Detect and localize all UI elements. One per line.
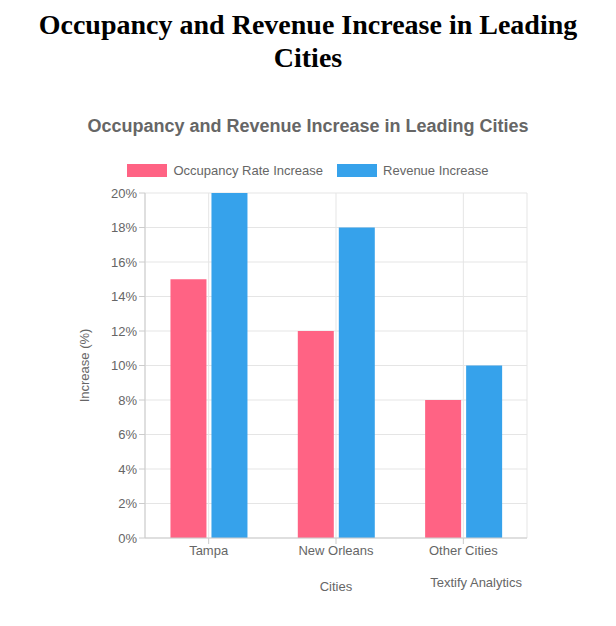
svg-text:New Orleans: New Orleans bbox=[298, 543, 374, 558]
svg-text:Cities: Cities bbox=[320, 579, 353, 594]
html-text:Revenue Increase: Revenue Increase bbox=[383, 162, 489, 178]
html-text:Occupancy Rate Increase: Occupancy Rate Increase bbox=[173, 162, 323, 178]
svg-text:20%: 20% bbox=[111, 186, 137, 201]
svg-text:Tampa: Tampa bbox=[189, 543, 229, 558]
svg-text:4%: 4% bbox=[118, 462, 137, 477]
svg-text:18%: 18% bbox=[111, 220, 137, 235]
svg-text:0%: 0% bbox=[118, 531, 137, 546]
html-text:Occupancy and Revenue Increase: Occupancy and Revenue Increase in Leadin… bbox=[87, 116, 529, 136]
svg-text:Increase (%): Increase (%) bbox=[77, 329, 92, 403]
svg-text:12%: 12% bbox=[111, 324, 137, 339]
svg-text:6%: 6% bbox=[118, 427, 137, 442]
svg-text:Other Cities: Other Cities bbox=[429, 543, 498, 558]
svg-text:10%: 10% bbox=[111, 358, 137, 373]
svg-text:14%: 14% bbox=[111, 289, 137, 304]
svg-text:2%: 2% bbox=[118, 496, 137, 511]
html-text:Occupancy and Revenue Increase: Occupancy and Revenue Increase in Leadin… bbox=[38, 9, 578, 73]
svg-text:16%: 16% bbox=[111, 255, 137, 270]
svg-text:8%: 8% bbox=[118, 393, 137, 408]
html-text:Textify Analytics: Textify Analytics bbox=[430, 575, 522, 590]
